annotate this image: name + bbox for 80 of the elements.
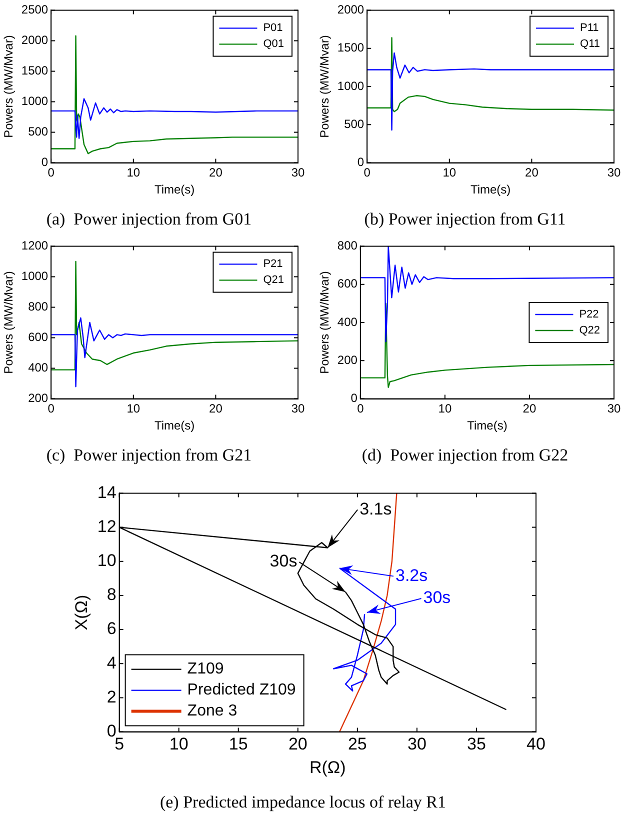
y-axis-title: Powers (MW/Mvar) (2, 35, 16, 138)
legend-label: Predicted Z109 (187, 682, 296, 699)
y-tick-label: 800 (28, 300, 48, 314)
y-tick-label: 0 (350, 391, 358, 406)
x-tick-label: 20 (209, 165, 223, 180)
y-tick-label: 4 (106, 653, 116, 672)
y-tick-label: 2000 (21, 33, 48, 48)
x-tick-label: 20 (525, 165, 539, 180)
y-tick-label: 1000 (21, 94, 48, 108)
y-tick-label: 200 (28, 391, 48, 406)
text: (c) Power injection from G21 (46, 445, 252, 464)
y-tick-label: 400 (28, 360, 48, 375)
y-tick-label: 500 (344, 116, 364, 131)
annotation: 3.2s (395, 566, 428, 585)
y-tick-label: 500 (28, 124, 48, 139)
text: (d) Power injection from G22 (362, 445, 568, 464)
legend-label: Q21 (263, 274, 284, 286)
x-tick-label: 10 (169, 734, 188, 754)
x-tick-label: 15 (228, 734, 248, 754)
annotation: 30s (423, 588, 451, 608)
y-tick-label: 200 (337, 352, 358, 367)
y-tick-label: 1000 (337, 78, 364, 93)
legend-label: Z109 (187, 660, 224, 678)
legend-label: Q11 (580, 38, 600, 50)
y-axis-title: Powers (MW/Mvar) (318, 35, 332, 138)
x-axis-title: R(Ω) (310, 758, 346, 778)
legend-label: P21 (263, 258, 283, 270)
x-tick-label: 40 (526, 734, 546, 754)
y-tick-label: 1500 (21, 64, 48, 78)
x-tick-label: 30 (607, 401, 621, 416)
x-axis-title: Time(s) (467, 418, 508, 433)
y-tick-label: 1500 (337, 40, 364, 55)
x-tick-label: 30 (291, 165, 305, 180)
x-tick-label: 10 (126, 401, 140, 416)
y-axis-title: X(Ω) (72, 594, 91, 630)
x-tick-label: 20 (209, 401, 223, 416)
y-tick-label: 1000 (21, 269, 48, 284)
annotation: 30s (270, 552, 298, 571)
y-tick-label: 600 (28, 330, 48, 344)
x-tick-label: 35 (467, 734, 486, 754)
y-axis-title: Powers (MW/Mvar) (318, 271, 332, 374)
x-tick-label: 30 (607, 165, 621, 180)
y-tick-label: 400 (337, 314, 358, 329)
legend-label: P11 (580, 22, 599, 34)
y-tick-label: 2000 (337, 2, 364, 17)
y-tick-label: 0 (357, 155, 364, 170)
x-tick-label: 30 (407, 734, 426, 754)
y-tick-label: 2500 (21, 2, 48, 17)
x-tick-label: 10 (438, 401, 452, 416)
x-axis-title: Time(s) (470, 182, 511, 197)
x-axis-title: Time(s) (154, 418, 195, 433)
y-tick-label: 1200 (21, 238, 48, 253)
legend-label: P01 (263, 22, 283, 34)
x-tick-label: 5 (114, 734, 124, 754)
y-tick-label: 14 (97, 482, 116, 502)
y-axis-title: Powers (MW/Mvar) (2, 271, 16, 374)
x-tick-label: 10 (442, 165, 456, 180)
x-axis-title: Time(s) (154, 182, 195, 197)
y-tick-label: 0 (41, 155, 48, 170)
annotation: 3.1s (360, 499, 392, 518)
y-tick-label: 800 (337, 238, 358, 253)
x-tick-label: 25 (348, 734, 367, 754)
x-tick-label: 20 (522, 401, 536, 416)
y-tick-label: 12 (97, 516, 116, 536)
x-tick-label: 30 (291, 401, 305, 416)
text: (b) Power injection from G11 (364, 209, 566, 228)
x-tick-label: 10 (126, 165, 140, 180)
legend-label: Zone 3 (187, 702, 238, 720)
x-tick-label: 20 (288, 734, 308, 754)
y-tick-label: 8 (106, 585, 116, 604)
text: (e) Predicted impedance locus of relay R1 (160, 792, 446, 812)
legend-label: Q22 (579, 324, 600, 337)
legend-label: P22 (579, 308, 599, 321)
y-tick-label: 10 (97, 551, 116, 570)
text: (a) Power injection from G01 (46, 209, 252, 228)
legend-label: Q01 (263, 38, 284, 50)
y-tick-label: 6 (106, 619, 116, 638)
y-tick-label: 600 (337, 276, 358, 291)
y-tick-label: 2 (106, 687, 116, 706)
y-tick-label: 0 (106, 721, 116, 740)
